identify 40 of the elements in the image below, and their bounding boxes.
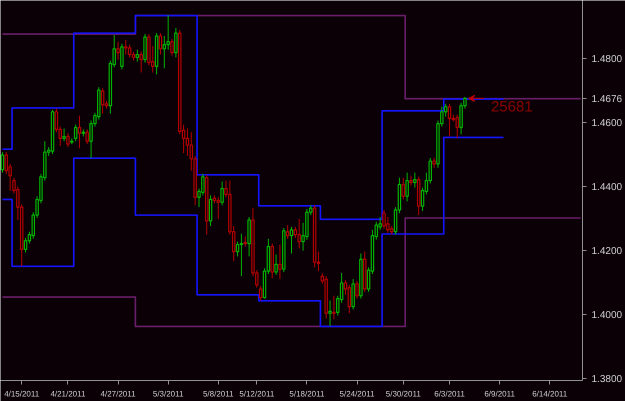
x-tick-label: 4/27/2011 — [100, 390, 136, 398]
candlestick — [136, 49, 140, 62]
candlestick — [348, 284, 352, 314]
y-tick-label: 1.3800 — [592, 374, 623, 386]
x-tick-label: 5/3/2011 — [152, 390, 184, 398]
candlestick — [290, 226, 294, 254]
y-tick-label: 1.4200 — [592, 246, 623, 258]
candlestick — [332, 295, 336, 320]
candlestick — [382, 210, 386, 230]
candlestick — [351, 278, 355, 310]
x-tick-label: 5/12/2011 — [239, 390, 275, 398]
candlestick — [66, 132, 70, 148]
candlestick — [78, 115, 82, 149]
x-tick-label: 5/18/2011 — [289, 390, 325, 398]
y-tick-label: 1.4000 — [592, 310, 623, 322]
candlestick — [297, 218, 301, 249]
y-tick-label: 1.4676 — [592, 94, 623, 105]
candlestick — [240, 233, 244, 277]
x-tick-label: 6/14/2011 — [532, 390, 568, 398]
x-tick-label: 5/30/2011 — [386, 390, 422, 398]
candlestick — [186, 128, 190, 156]
y-tick-label: 1.4800 — [592, 54, 623, 66]
candlestick — [120, 43, 124, 70]
candlestick — [128, 44, 132, 58]
x-tick-label: 5/8/2011 — [202, 390, 234, 398]
candlestick — [220, 181, 224, 206]
x-tick-label: 4/15/2011 — [4, 390, 40, 398]
candlestick — [143, 34, 147, 64]
candlestick — [448, 103, 452, 137]
candlestick — [100, 88, 104, 114]
candlestick — [74, 124, 78, 142]
x-tick-label: 4/21/2011 — [50, 390, 86, 398]
x-tick-label: 6/3/2011 — [434, 390, 466, 398]
candlestick — [62, 128, 66, 142]
y-tick-label: 1.4400 — [592, 182, 623, 194]
x-tick-label: 6/9/2011 — [484, 390, 516, 398]
x-tick-label: 5/24/2011 — [340, 390, 376, 398]
annotation: 25681 — [490, 98, 533, 116]
y-tick-label: 1.4600 — [592, 118, 623, 130]
candlestick — [405, 172, 409, 202]
